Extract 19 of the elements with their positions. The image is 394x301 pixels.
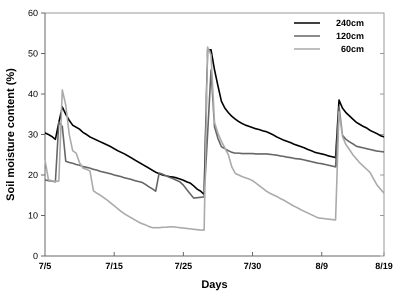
y-tick-label: 50	[28, 48, 38, 59]
y-tick-label: 30	[28, 130, 38, 140]
x-tick-label: 7/30	[244, 261, 262, 271]
y-tick-label: 0	[32, 251, 38, 262]
line-series	[44, 46, 385, 231]
y-tick-label: 20	[28, 170, 38, 180]
y-tick-label: 40	[28, 89, 38, 100]
legend-label: 60cm	[340, 44, 364, 54]
y-tick-label: 60	[28, 8, 38, 18]
x-tick-label: 7/5	[38, 261, 52, 271]
x-tick-label: 7/15	[105, 261, 123, 271]
x-axis-title: Days	[201, 279, 228, 291]
y-tick-label: 10	[28, 210, 38, 221]
x-tick-label: 7/25	[174, 261, 192, 271]
legend-label: 120cm	[336, 31, 364, 42]
x-tick-label: 8/9	[315, 261, 328, 271]
y-axis-title: Soil moisture content (%)	[5, 68, 17, 201]
x-tick-label: 8/19	[375, 261, 393, 271]
legend-label: 240cm	[336, 18, 364, 28]
